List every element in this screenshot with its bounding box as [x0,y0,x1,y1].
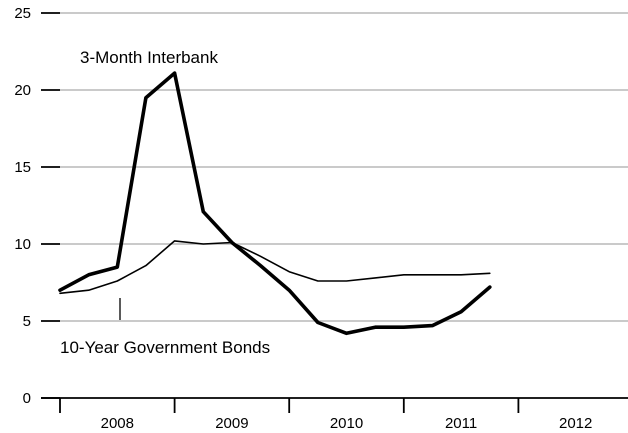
y-tick-label-10: 10 [14,236,31,253]
x-axis: 2008 2009 2010 2011 2012 [41,397,628,432]
y-axis: 0 5 10 15 20 25 [14,5,60,407]
series-label-3-month-interbank: 3-Month Interbank [80,48,218,67]
series-line-3-month-interbank [58,71,492,336]
series-line-10-year-government-bonds [59,240,491,295]
x-tick-label-2011: 2011 [445,415,477,432]
y-tick-label-25: 25 [14,5,31,22]
series-lines [58,71,492,336]
x-tick-label-2008: 2008 [101,415,134,432]
x-tick-label-2009: 2009 [215,415,248,432]
y-tick-label-0: 0 [23,390,31,407]
x-tick-label-2010: 2010 [330,415,363,432]
y-tick-label-5: 5 [23,313,31,330]
x-tick-label-2012: 2012 [559,415,592,432]
y-tick-label-15: 15 [14,159,31,176]
series-labels: 3-Month Interbank 10-Year Government Bon… [60,48,270,357]
y-tick-label-20: 20 [14,82,31,99]
series-label-10-year-government-bonds: 10-Year Government Bonds [60,338,270,357]
